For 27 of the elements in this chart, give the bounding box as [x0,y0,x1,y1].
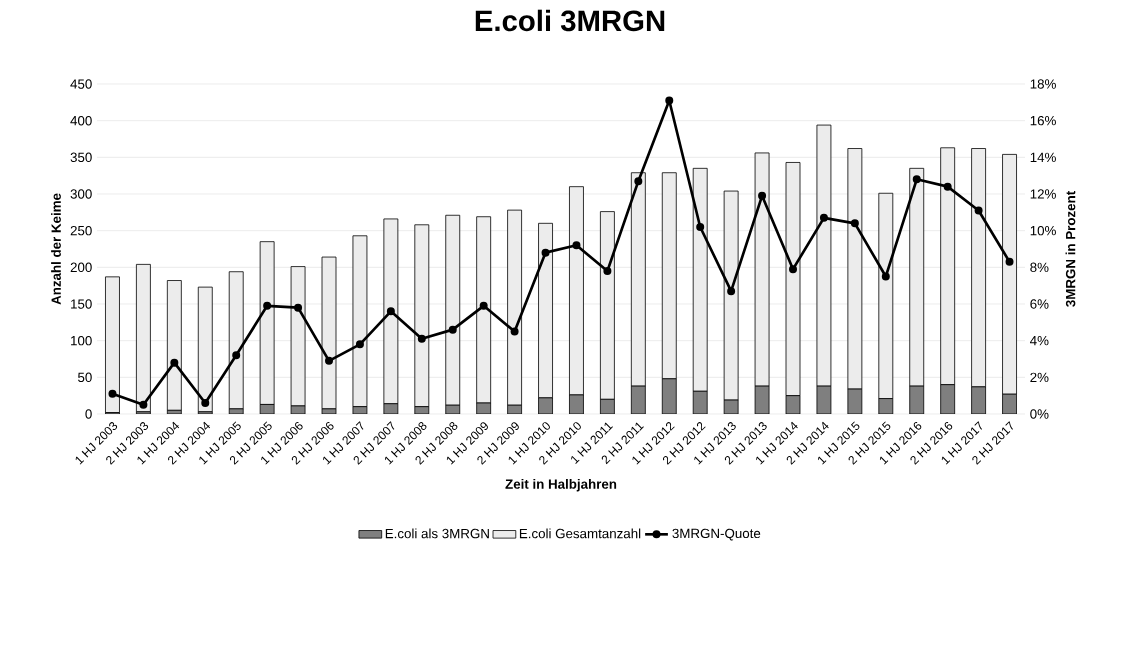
y-tick-label: 50 [78,372,92,383]
y2-tick-label: 12% [1030,189,1056,199]
y2-axis-title: 3MRGN in Prozent [1065,191,1076,307]
legend-label: 3MRGN-Quote [672,528,761,541]
y-axis-title: Anzahl der Keime [51,193,61,305]
y2-tick-label: 8% [1030,262,1049,273]
y-tick-label: 300 [70,189,92,199]
x-axis-title: Zeit in Halbjahren [505,479,617,492]
y-tick-label: 150 [71,299,92,309]
y2-tick-label: 4% [1030,335,1049,346]
y2-tick-label: 10% [1030,225,1056,236]
y2-tick-label: 6% [1030,299,1049,309]
legend-label: E.coli Gesamtanzahl [519,528,641,539]
legend-label: E.coli als 3MRGN [385,528,489,539]
y2-tick-label: 2% [1030,372,1049,383]
y-tick-label: 200 [70,262,92,273]
y-tick-label: 250 [70,225,92,236]
y2-tick-label: 16% [1030,115,1056,126]
y-tick-label: 0 [85,409,92,419]
y-tick-label: 450 [70,79,92,89]
y2-tick-label: 14% [1030,152,1056,162]
y-tick-label: 100 [71,335,92,346]
y-tick-label: 350 [70,152,92,163]
y-tick-label: 400 [70,115,92,126]
y2-tick-label: 18% [1030,79,1056,89]
y2-tick-label: 0% [1030,409,1049,419]
chart-title: E.coli 3MRGN [475,9,665,32]
